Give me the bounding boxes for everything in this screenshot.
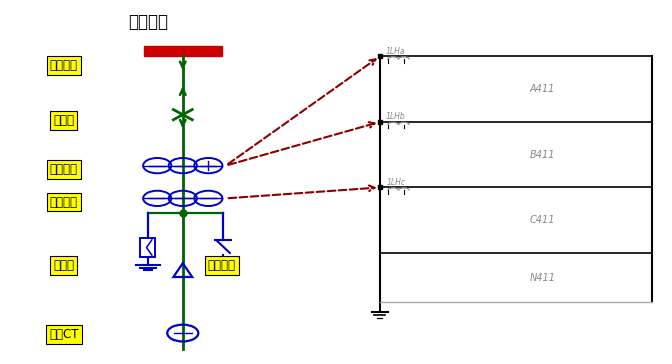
Text: 1LHa: 1LHa — [386, 47, 406, 56]
Text: 避雷器: 避雷器 — [53, 259, 75, 272]
Text: 水平母线: 水平母线 — [50, 59, 78, 72]
Text: C411: C411 — [530, 215, 555, 225]
Bar — [140, 238, 155, 257]
Text: B411: B411 — [530, 150, 555, 160]
Text: 断路器: 断路器 — [53, 114, 75, 127]
Text: A411: A411 — [530, 84, 555, 94]
Text: 测量电流: 测量电流 — [128, 13, 168, 31]
Text: N411: N411 — [530, 273, 556, 282]
Text: 接地开关: 接地开关 — [208, 259, 236, 272]
Bar — [144, 46, 222, 56]
Text: 1LHb: 1LHb — [386, 112, 406, 121]
Text: 保护绕组: 保护绕组 — [50, 195, 78, 209]
Text: 测量绕组: 测量绕组 — [50, 163, 78, 176]
Text: 1LHc: 1LHc — [386, 178, 405, 187]
Text: 零序CT: 零序CT — [49, 328, 79, 341]
